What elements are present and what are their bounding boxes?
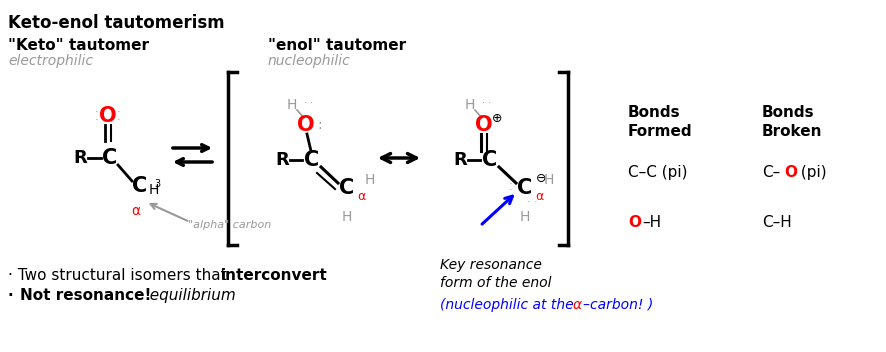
Text: Bonds
Formed: Bonds Formed — [628, 105, 693, 139]
Text: H: H — [465, 98, 475, 112]
Text: C–C (pi): C–C (pi) — [628, 165, 688, 180]
Text: O: O — [297, 115, 315, 135]
Text: O: O — [99, 106, 117, 126]
Text: ·: · — [117, 115, 120, 125]
Text: ·: · — [95, 115, 99, 125]
Text: R: R — [453, 151, 467, 169]
Text: C: C — [132, 176, 148, 196]
Text: α: α — [573, 298, 582, 312]
Text: · Two structural isomers that: · Two structural isomers that — [8, 268, 231, 283]
Text: ·: · — [509, 185, 513, 195]
Text: "Keto" tautomer: "Keto" tautomer — [8, 38, 149, 53]
Text: C: C — [517, 178, 532, 198]
Text: :: : — [318, 118, 327, 132]
Text: H: H — [365, 173, 376, 187]
Text: 3: 3 — [154, 179, 160, 189]
Text: –carbon! ): –carbon! ) — [583, 298, 653, 312]
Text: nucleophilic: nucleophilic — [268, 54, 351, 68]
Text: ·: · — [527, 197, 531, 207]
Text: Key resonance
form of the enol: Key resonance form of the enol — [440, 258, 551, 290]
Text: C–: C– — [762, 165, 781, 180]
Text: α: α — [357, 189, 365, 202]
Text: ·: · — [534, 197, 538, 207]
Text: O: O — [475, 115, 493, 135]
Text: Keto-enol tautomerism: Keto-enol tautomerism — [8, 14, 225, 32]
Text: "enol" tautomer: "enol" tautomer — [268, 38, 406, 53]
Text: H: H — [342, 210, 353, 224]
Text: C: C — [339, 178, 354, 198]
Text: "alpha" carbon: "alpha" carbon — [188, 220, 271, 230]
Text: α: α — [535, 189, 543, 202]
Text: ·: · — [509, 179, 513, 189]
Text: α: α — [131, 204, 141, 218]
Text: interconvert: interconvert — [221, 268, 328, 283]
Text: ⊕: ⊕ — [492, 112, 502, 125]
Text: O: O — [784, 165, 797, 180]
Text: R: R — [74, 149, 87, 167]
Text: H: H — [520, 210, 530, 224]
Text: C–H: C–H — [762, 215, 792, 230]
Text: Not resonance!: Not resonance! — [20, 288, 152, 303]
Text: C: C — [103, 148, 118, 168]
Text: H: H — [149, 183, 159, 197]
Text: · ·: · · — [482, 98, 491, 108]
Text: ·: · — [8, 288, 19, 303]
Text: ⊖: ⊖ — [536, 172, 547, 186]
Text: H: H — [287, 98, 297, 112]
Text: (pi): (pi) — [796, 165, 827, 180]
Text: (nucleophilic at the: (nucleophilic at the — [440, 298, 578, 312]
Text: ·: · — [95, 107, 99, 117]
Text: H: H — [544, 173, 555, 187]
Text: equilibrium: equilibrium — [140, 288, 236, 303]
Text: Bonds
Broken: Bonds Broken — [762, 105, 822, 139]
Text: C: C — [305, 150, 320, 170]
Text: –H: –H — [642, 215, 661, 230]
Text: O: O — [628, 215, 641, 230]
Text: ·: · — [117, 107, 120, 117]
Text: R: R — [276, 151, 289, 169]
Text: electrophilic: electrophilic — [8, 54, 93, 68]
Text: C: C — [482, 150, 498, 170]
Text: · ·: · · — [304, 98, 313, 108]
